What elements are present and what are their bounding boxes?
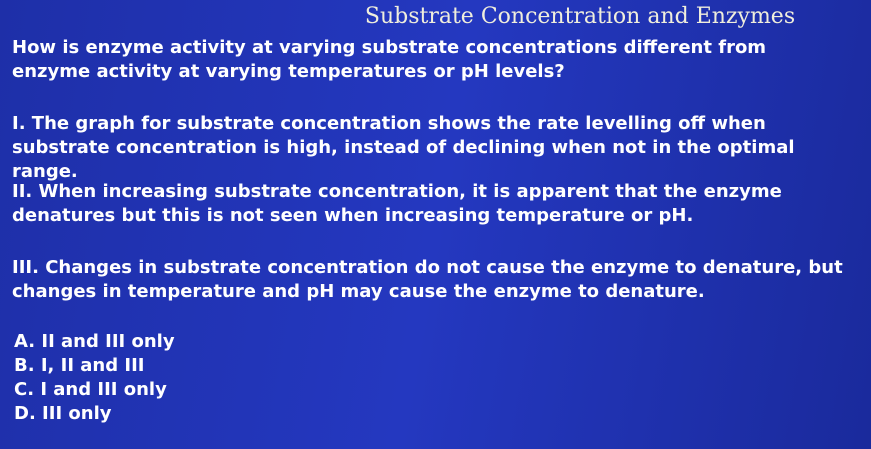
option[interactable]: C. I and III only [14, 379, 167, 400]
question: How is enzyme activity at varying substr… [12, 37, 767, 82]
option[interactable]: A. II and III only [14, 331, 175, 352]
option[interactable]: D. III only [14, 403, 112, 424]
option[interactable]: B. I, II and III [14, 355, 145, 376]
title: Substrate Concentration and Enzymes [364, 4, 796, 29]
statement: I. The graph for substrate concentration… [12, 113, 795, 182]
options: A. II and III only B. I, II and III C. I… [14, 330, 175, 426]
statement: II. When increasing substrate concentrat… [12, 181, 782, 226]
statement: III. Changes in substrate concentration … [12, 257, 843, 302]
